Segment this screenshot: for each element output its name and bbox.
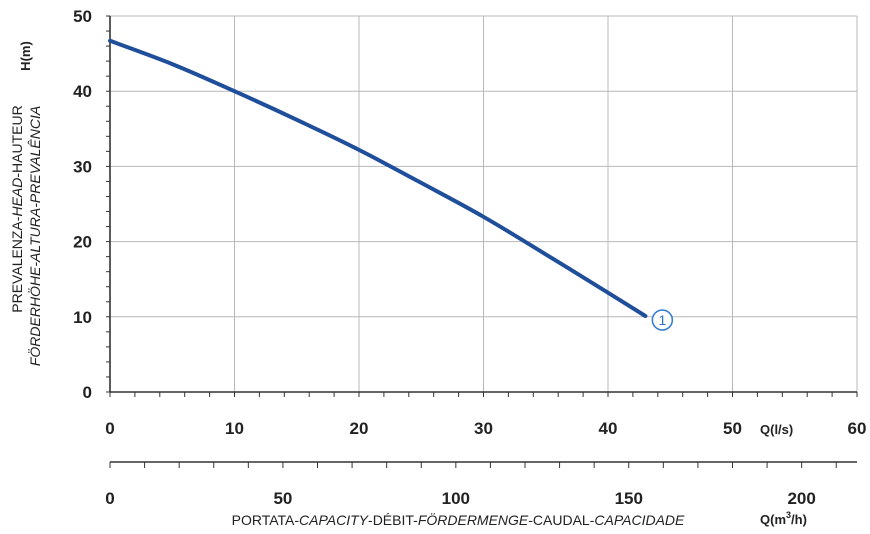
x-axis-title: PORTATA-CAPACITY-DÉBIT-FÖRDERMENGE-CAUDA… bbox=[232, 511, 685, 528]
x-tick-label: 10 bbox=[225, 419, 244, 438]
y-axis-title-line1: PREVALENZA-HEAD-HAUTEUR bbox=[9, 105, 25, 312]
series-label: 1 bbox=[658, 312, 666, 328]
y-tick-label: 20 bbox=[73, 233, 92, 252]
y-tick-label: 0 bbox=[83, 383, 92, 402]
x2-tick-label: 50 bbox=[273, 489, 292, 508]
y-axis-title-line2: FÖRDERHÖHE-ALTURA-PREVALÊNCIA bbox=[26, 106, 43, 366]
series-line bbox=[108, 38, 648, 318]
y-tick-label: 40 bbox=[73, 82, 92, 101]
x-tick-label: 40 bbox=[599, 419, 618, 438]
x-tick-label: 0 bbox=[105, 419, 114, 438]
x2-tick-label: 200 bbox=[787, 489, 815, 508]
x2-tick-label: 150 bbox=[615, 489, 643, 508]
y-tick-label: 30 bbox=[73, 157, 92, 176]
x-tick-label: 30 bbox=[474, 419, 493, 438]
x-axis-secondary-unit: Q(m3/h) bbox=[760, 510, 807, 527]
x2-tick-label: 100 bbox=[442, 489, 470, 508]
grid-lines bbox=[110, 15, 858, 392]
y-tick-label: 10 bbox=[73, 308, 92, 327]
x-tick-label: 50 bbox=[723, 419, 742, 438]
x-axis-primary-unit: Q(l/s) bbox=[760, 422, 793, 437]
x-axis-secondary-ticks: 0 50 100 150 200 bbox=[105, 462, 837, 508]
series-layer: 1 bbox=[108, 38, 674, 331]
y-tick-label: 50 bbox=[73, 7, 92, 26]
series-marker bbox=[651, 309, 674, 331]
x-axis-primary-ticks: 0 10 20 30 40 50 60 bbox=[105, 392, 866, 438]
x-tick-label: 60 bbox=[848, 419, 867, 438]
y-axis-unit: H(m) bbox=[18, 41, 33, 71]
x2-tick-label: 0 bbox=[105, 489, 114, 508]
y-axis-ticks: 0 10 20 30 40 50 bbox=[73, 7, 110, 402]
x-tick-label: 20 bbox=[350, 419, 369, 438]
